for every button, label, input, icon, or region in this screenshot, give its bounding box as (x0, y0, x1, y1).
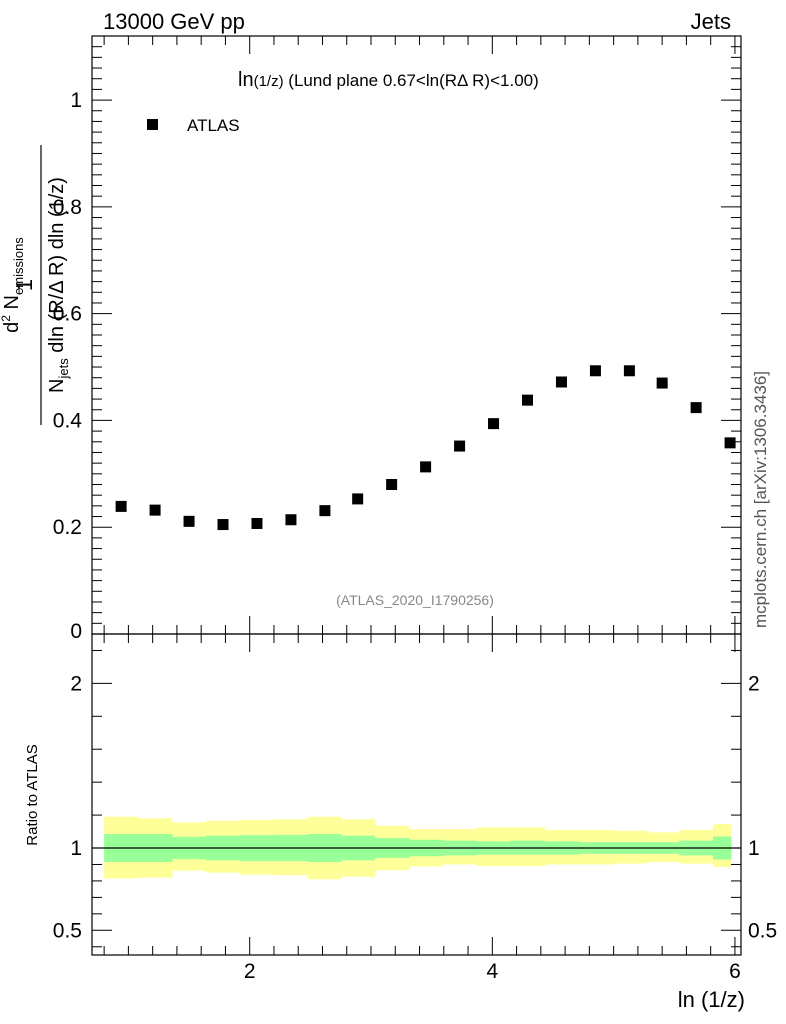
ratio-y-tick-label-left: 0.5 (53, 919, 82, 942)
ratio-y-tick-label-right: 2 (748, 672, 760, 695)
data-point (623, 365, 635, 377)
ratio-panel: 0.5 0.5 1 1 2 2 2 4 6 Ratio to ATLAS ln (1/z) (24, 633, 777, 1012)
main-y-tick-label: 0.2 (53, 516, 82, 539)
data-point (251, 517, 263, 529)
data-point (521, 394, 533, 406)
data-point (454, 440, 466, 452)
main-y-zero-label: 0 (70, 620, 82, 643)
ratio-y-tick-label-right: 1 (748, 837, 760, 860)
main-y-tick-label: 0.6 (53, 303, 82, 326)
svg-text:1: 1 (12, 279, 37, 291)
data-point (690, 402, 702, 414)
collision-label: 13000 GeV pp (103, 9, 245, 34)
mcplots-watermark: mcplots.cern.ch [arXiv:1306.3436] (751, 371, 770, 628)
analysis-label: (ATLAS_2020_I1790256) (336, 592, 494, 608)
data-point (555, 376, 567, 388)
data-point (285, 514, 297, 526)
ratio-y-tick-label-right: 0.5 (748, 919, 777, 942)
ratio-y-tick-label-left: 2 (70, 672, 82, 695)
legend-label: ATLAS (187, 116, 240, 135)
ratio-y-axis-label: Ratio to ATLAS (24, 744, 41, 845)
legend: ATLAS (147, 116, 240, 135)
svg-text:d2 Nemissions: d2 Nemissions (0, 237, 26, 333)
x-tick-label: 6 (729, 960, 741, 983)
svg-text:Njets dln (R/Δ R) dln (1/z): Njets dln (R/Δ R) dln (1/z) (46, 177, 71, 393)
main-panel: 0.2 0.4 0.6 0.8 1 0 ln(1/z) (Lund plane 0.67<… (0, 35, 742, 643)
main-y-tick-label: 0.4 (53, 409, 83, 432)
data-point (217, 519, 229, 531)
data-point (319, 505, 331, 517)
x-tick-label: 2 (244, 960, 256, 983)
atlas-data-points (115, 365, 736, 531)
main-axis-ticks: 0.2 0.4 0.6 0.8 1 0 (53, 36, 741, 643)
data-point (115, 500, 127, 512)
main-y-tick-label: 1 (70, 89, 82, 112)
x-axis-label: ln (1/z) (678, 987, 745, 1012)
data-point (420, 461, 432, 473)
main-y-axis-label: 1 d2 Nemissions Njets dln (R/Δ R) dln (1… (0, 145, 71, 425)
x-tick-label: 4 (486, 960, 498, 983)
data-point (488, 418, 500, 430)
ratio-axis-ticks: 0.5 0.5 1 1 2 2 2 4 6 (53, 634, 777, 983)
category-label: Jets (691, 9, 731, 34)
data-point (183, 515, 195, 527)
data-point (589, 365, 601, 377)
ratio-frame (91, 633, 742, 956)
main-plot-title: ln(1/z) (Lund plane 0.67<ln(RΔ R)<1.00) (238, 69, 539, 91)
data-point (724, 437, 736, 449)
data-point (656, 377, 668, 389)
data-point (352, 493, 364, 505)
main-y-tick-label: 0.8 (53, 196, 82, 219)
ratio-y-tick-label-left: 1 (70, 837, 82, 860)
data-point (386, 479, 398, 490)
data-point (149, 504, 161, 516)
legend-marker (147, 119, 158, 130)
